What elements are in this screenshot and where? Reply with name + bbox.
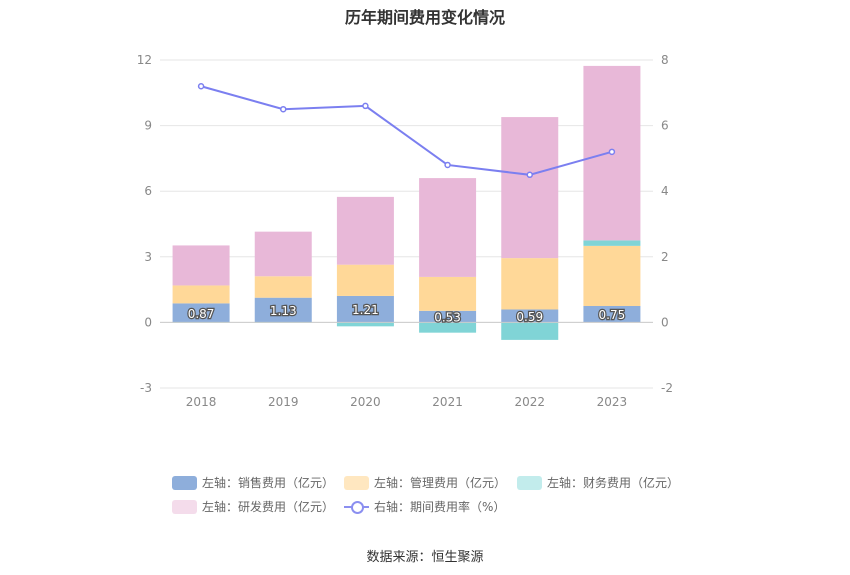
bar-segment-sales (583, 306, 641, 323)
data-label: 1.21 (352, 303, 379, 317)
legend-line-marker (344, 500, 369, 514)
bar-segment-finance (336, 322, 394, 327)
legend-label: 左轴：销售费用（亿元） (202, 476, 335, 490)
x-axis-tick-label: 2022 (514, 395, 545, 409)
left-axis-tick-label: 12 (137, 53, 152, 67)
left-axis-tick-label: 3 (144, 250, 152, 264)
data-label: 0.75 (599, 308, 626, 322)
x-axis-tick-label: 2020 (350, 395, 381, 409)
legend-swatch (172, 475, 197, 490)
right-axis-tick-label: 4 (661, 184, 669, 198)
bar-segment-rd (172, 245, 230, 286)
rate-point (280, 105, 287, 113)
bar-segment-rd (419, 178, 477, 277)
legend-item-admin[interactable]: 左轴：管理费用（亿元） (344, 474, 506, 491)
bar-segment-finance (419, 322, 477, 333)
rate-point (526, 171, 533, 179)
data-source: 数据来源：恒生聚源 (366, 550, 484, 565)
bar-segment-admin (172, 285, 230, 304)
bar-segment-sales (419, 310, 477, 323)
legend-item-rate[interactable]: 右轴：期间费用率（%） (344, 498, 505, 515)
rate-line (200, 85, 613, 176)
right-axis-tick-label: 6 (661, 119, 669, 133)
left-axis-tick-label: 9 (144, 119, 152, 133)
right-axis-tick-label: 8 (661, 53, 669, 67)
bar-segment-rd (501, 117, 559, 259)
bar-segment-rd (336, 196, 394, 265)
legend-swatch (517, 475, 542, 490)
left-axis-tick-label: 6 (144, 184, 152, 198)
data-label: 0.59 (516, 310, 543, 324)
right-axis-tick-label: -2 (661, 381, 673, 395)
legend-swatch (344, 475, 369, 490)
x-axis-tick-label: 2018 (186, 395, 217, 409)
rate-point (444, 161, 451, 169)
rate-point (362, 102, 369, 110)
legend-item-rd[interactable]: 左轴：研发费用（亿元） (172, 498, 334, 515)
data-label: 1.13 (270, 304, 297, 318)
bar-segment-admin (336, 264, 394, 296)
legend-label: 左轴：财务费用（亿元） (547, 476, 680, 490)
bar-segment-finance (583, 240, 641, 246)
legend-swatch (172, 499, 197, 514)
legend-item-sales[interactable]: 左轴：销售费用（亿元） (172, 474, 334, 491)
left-axis-tick-label: 0 (144, 315, 152, 329)
legend-item-finance[interactable]: 左轴：财务费用（亿元） (517, 474, 679, 491)
bar-segment-sales (501, 309, 559, 323)
bar-segment-admin (254, 276, 312, 298)
rate-point (197, 82, 205, 90)
bar-segment-admin (501, 258, 559, 310)
legend-label: 左轴：管理费用（亿元） (374, 476, 507, 490)
bar-segment-sales (254, 297, 312, 323)
bar-segment-sales (172, 303, 230, 323)
x-axis-tick-label: 2019 (268, 395, 299, 409)
right-axis-tick-label: 2 (661, 250, 669, 264)
bar-segment-sales (336, 295, 394, 323)
bar-segment-finance (501, 322, 559, 340)
x-axis-tick-label: 2021 (432, 395, 463, 409)
left-axis-tick-label: -3 (140, 381, 152, 395)
legend-label: 左轴：研发费用（亿元） (202, 500, 335, 514)
x-axis-tick-label: 2023 (597, 395, 628, 409)
data-label: 0.53 (434, 311, 461, 325)
legend-label: 右轴：期间费用率（%） (374, 500, 506, 514)
data-label: 0.87 (188, 307, 215, 321)
rate-point (608, 148, 616, 156)
right-axis-tick-label: 0 (661, 315, 669, 329)
bar-segment-admin (583, 245, 641, 306)
bar-segment-rd (254, 231, 312, 277)
bar-segment-admin (419, 276, 477, 311)
chart-title: 历年期间费用变化情况 (344, 8, 505, 27)
